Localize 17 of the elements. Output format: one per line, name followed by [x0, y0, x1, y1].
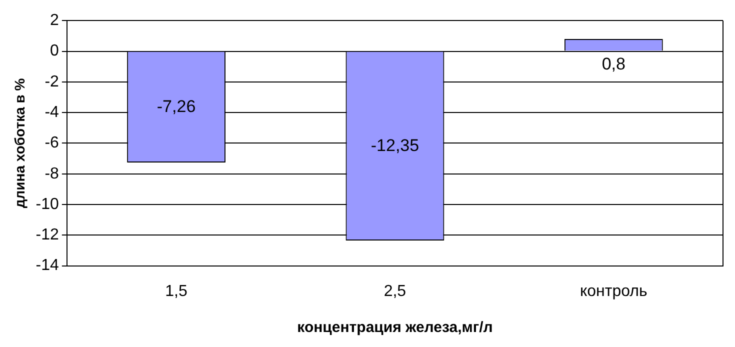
y-tick-label: -14: [36, 257, 60, 274]
y-tick-label: -10: [36, 196, 60, 213]
data-label: 0,8: [602, 54, 626, 74]
x-tick-label: контроль: [580, 282, 648, 300]
data-label: -12,35: [370, 136, 420, 155]
x-tick-label: 1,5: [165, 282, 188, 300]
x-axis-title: концентрация железа,мг/л: [297, 319, 493, 336]
data-label: -7,26: [156, 96, 196, 116]
y-tick-label: -8: [44, 165, 60, 182]
y-tick-label: 2: [50, 12, 60, 30]
x-tick-label: 2,5: [384, 282, 406, 300]
y-tick-label: 0: [50, 42, 60, 60]
y-axis-title: длина хоботка в %: [11, 78, 28, 208]
y-tick-label: -12: [36, 226, 60, 244]
y-tick-label: -4: [44, 104, 60, 121]
y-tick-label: -6: [44, 134, 60, 152]
y-tick-label: -2: [44, 73, 60, 90]
